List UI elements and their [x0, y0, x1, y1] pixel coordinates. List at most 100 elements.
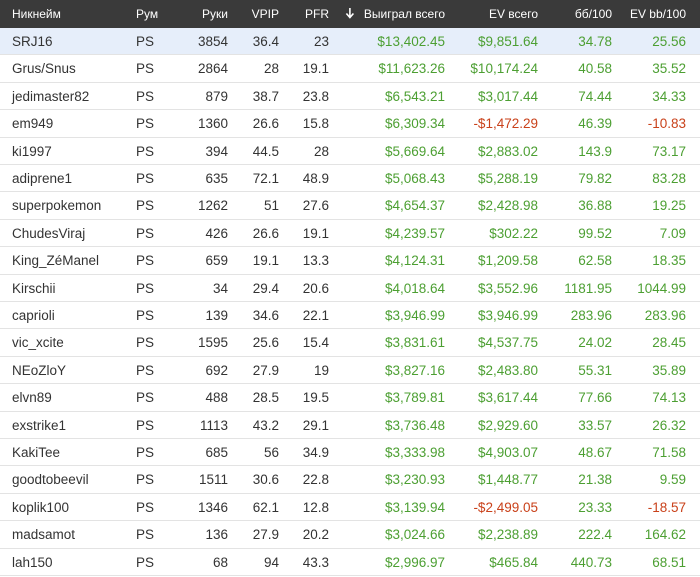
table-cell: 1360: [197, 116, 228, 132]
table-cell: $4,903.07: [477, 445, 538, 460]
table-cell: -18.57: [647, 499, 686, 515]
table-cell: 1113: [199, 417, 228, 433]
table-cell: PS: [136, 88, 155, 104]
table-cell: 28: [313, 143, 329, 159]
table-cell: 34.9: [302, 445, 329, 460]
table-cell: 28: [263, 61, 279, 77]
table-row: caprioli PS 139 34.6 22.1 $3,946.99 $3,946.99 2…: [0, 302, 700, 330]
table-cell: Grus/Snus: [12, 61, 76, 77]
table-cell: PS: [136, 253, 155, 269]
table-cell: madsamot: [12, 527, 76, 543]
table-cell: 19.25: [652, 198, 686, 214]
table-cell: 71.58: [652, 445, 686, 460]
table-cell: 77.66: [578, 390, 612, 406]
table-cell: 72.1: [252, 171, 279, 186]
column-header[interactable]: EV bb/100: [629, 7, 686, 21]
table-row: vic_xcite PS 1595 25.6 15.4 $3,831.61 $4,537.7…: [0, 329, 700, 357]
table-cell: 19.5: [302, 390, 329, 406]
table-cell: 43.2: [252, 417, 279, 433]
table-cell: 24.02: [578, 335, 612, 351]
table-cell: 440.73: [570, 554, 612, 570]
table-cell: 44.5: [252, 143, 279, 159]
table-cell: 79.82: [578, 171, 612, 186]
table-cell: PS: [136, 472, 155, 488]
table-cell: 27.9: [252, 362, 279, 378]
table-cell: $6,543.21: [384, 88, 445, 104]
table-cell: 222.4: [578, 527, 612, 543]
column-header[interactable]: VPIP: [251, 7, 279, 21]
table-cell: 1595: [197, 335, 228, 351]
table-cell: $1,448.77: [477, 472, 538, 488]
table-cell: adiprene1: [12, 171, 73, 186]
table-cell: 26.6: [252, 116, 279, 132]
table-cell: PS: [136, 225, 155, 241]
table-row: lah150 PS 68 94 43.3 $2,996.97 $465.84 440.73 68…: [0, 549, 700, 576]
table-cell: koplik100: [12, 499, 70, 515]
table-cell: $4,018.64: [384, 280, 445, 296]
table-cell: PS: [136, 445, 155, 460]
table-cell: ChudesViraj: [12, 225, 86, 241]
table-row: goodtobeevil PS 1511 30.6 22.8 $3,230.93 $1,44…: [0, 466, 700, 494]
column-header[interactable]: Выиграл всего: [345, 0, 445, 28]
table-cell: $3,946.99: [477, 308, 538, 323]
column-header[interactable]: Руки: [202, 7, 228, 21]
table-cell: PS: [136, 116, 155, 132]
table-cell: 19.1: [302, 225, 329, 241]
table-cell: 1262: [197, 198, 228, 214]
table-cell: goodtobeevil: [12, 472, 89, 488]
table-cell: 29.4: [252, 280, 279, 296]
table-cell: 25.56: [652, 34, 686, 49]
table-cell: Kirschii: [12, 280, 56, 296]
column-header[interactable]: EV всего: [488, 7, 538, 21]
table-cell: superpokemon: [12, 198, 102, 214]
table-row: ChudesViraj PS 426 26.6 19.1 $4,239.57 $302.22…: [0, 220, 700, 248]
column-header[interactable]: PFR: [305, 7, 329, 21]
table-cell: 62.58: [578, 253, 612, 269]
table-cell: -10.83: [647, 116, 686, 132]
table-cell: 68: [212, 554, 228, 570]
table-cell: 15.8: [302, 116, 329, 132]
table-cell: PS: [136, 34, 155, 49]
table-cell: 55.31: [578, 362, 612, 378]
table-cell: 283.96: [644, 308, 686, 323]
table-cell: 36.4: [252, 34, 279, 49]
table-cell: 28.45: [652, 335, 686, 351]
table-row: Kirschii PS 34 29.4 20.6 $4,018.64 $3,552.96 11…: [0, 275, 700, 302]
table-cell: PS: [136, 198, 155, 214]
table-cell: $4,654.37: [384, 198, 445, 214]
table-cell: 1346: [197, 499, 228, 515]
table-cell: 3854: [197, 34, 228, 49]
table-cell: 1044.99: [637, 280, 686, 296]
table-cell: 38.7: [252, 88, 279, 104]
table-cell: $3,946.99: [384, 308, 445, 323]
table-cell: $1,209.58: [477, 253, 538, 269]
table-cell: 143.9: [578, 143, 612, 159]
sort-arrow[interactable]: [345, 7, 355, 19]
table-row: SRJ16 PS 3854 36.4 23 $13,402.45 $9,851.64 34.7…: [0, 28, 700, 56]
table-cell: -$1,472.29: [473, 116, 538, 132]
table-cell: 99.52: [578, 225, 612, 241]
table-cell: 48.9: [302, 171, 329, 186]
table-cell: $5,068.43: [384, 171, 445, 186]
column-header[interactable]: Рум: [136, 7, 159, 21]
table-cell: 659: [205, 253, 228, 269]
table-cell: $4,239.57: [384, 225, 445, 241]
table-cell: PS: [136, 143, 155, 159]
table-cell: $465.84: [489, 554, 538, 570]
table-cell: 19: [313, 362, 329, 378]
table-cell: 26.32: [652, 417, 686, 433]
table-cell: 74.13: [652, 390, 686, 406]
table-cell: 36.88: [578, 198, 612, 214]
table-cell: 23.8: [302, 88, 329, 104]
table-cell: SRJ16: [12, 34, 53, 49]
table-cell: 46.39: [578, 116, 612, 132]
table-cell: 35.52: [652, 61, 686, 77]
table-cell: lah150: [12, 554, 53, 570]
table-cell: 22.1: [302, 308, 329, 323]
column-header[interactable]: бб/100: [574, 7, 612, 21]
table-cell: $3,827.16: [384, 362, 445, 378]
table-row: King_ZéManel PS 659 19.1 13.3 $4,124.31 $1,209…: [0, 247, 700, 275]
header-row: Никнейм Рум Руки VPIP PFR Выиграл всего EV все…: [0, 0, 700, 28]
table-cell: 74.44: [578, 88, 612, 104]
